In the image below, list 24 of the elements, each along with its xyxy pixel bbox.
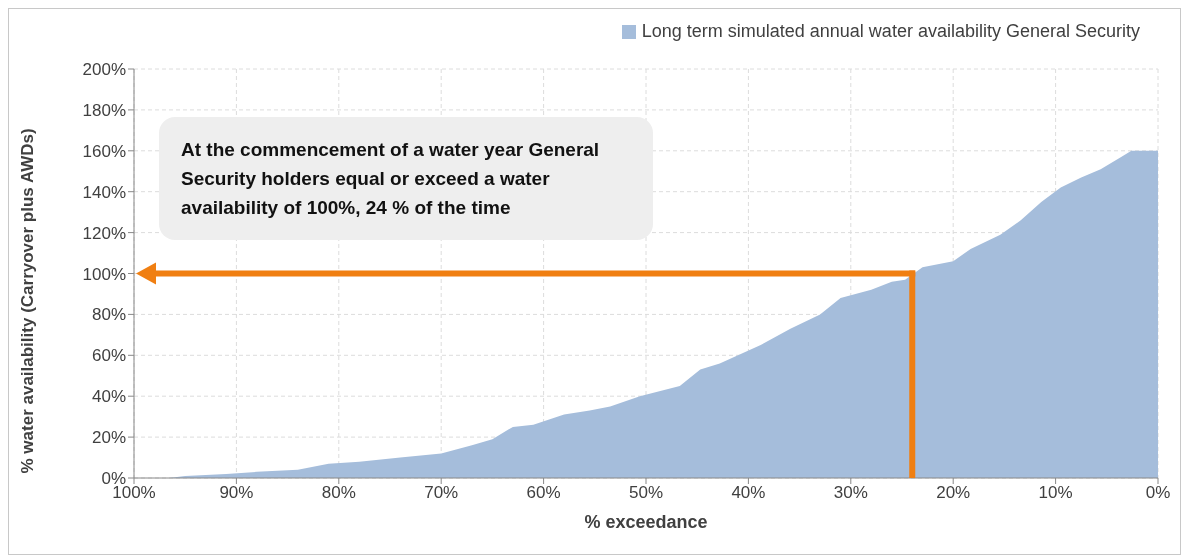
x-tick-label: 40% [731,483,766,503]
y-tick-label: 80% [91,305,126,325]
y-tick-label: 20% [91,428,126,448]
legend-label: Long term simulated annual water availability General Security [640,21,1140,42]
y-tick-label: 120% [82,223,126,243]
y-tick-label: 60% [91,346,126,366]
x-tick-label: 90% [219,483,254,503]
y-tick-label: 160% [82,141,126,161]
y-tick-label: 100% [82,264,126,284]
x-tick-label: 70% [424,483,459,503]
x-tick-label: 50% [628,483,664,503]
x-axis-title: % exceedance [584,512,708,532]
x-tick-label: 60% [526,483,561,503]
y-tick-label: 140% [82,182,126,202]
x-tick-label: 80% [321,483,356,503]
x-tick-label: 10% [1038,483,1073,503]
x-tick-label: 20% [936,483,971,503]
y-tick-label: 200% [82,60,126,80]
callout-box: At the commencement of a water year General Security holders equal or exceed a water availability of 100%, 24 % of the time [159,117,653,240]
y-tick-label: 180% [82,100,126,120]
x-tick-label: 30% [833,483,868,503]
y-tick-label: 40% [91,387,126,407]
x-tick-label: 0% [1145,483,1171,503]
y-axis-title: % water availability (Carryover plus AWDs) [18,128,38,474]
